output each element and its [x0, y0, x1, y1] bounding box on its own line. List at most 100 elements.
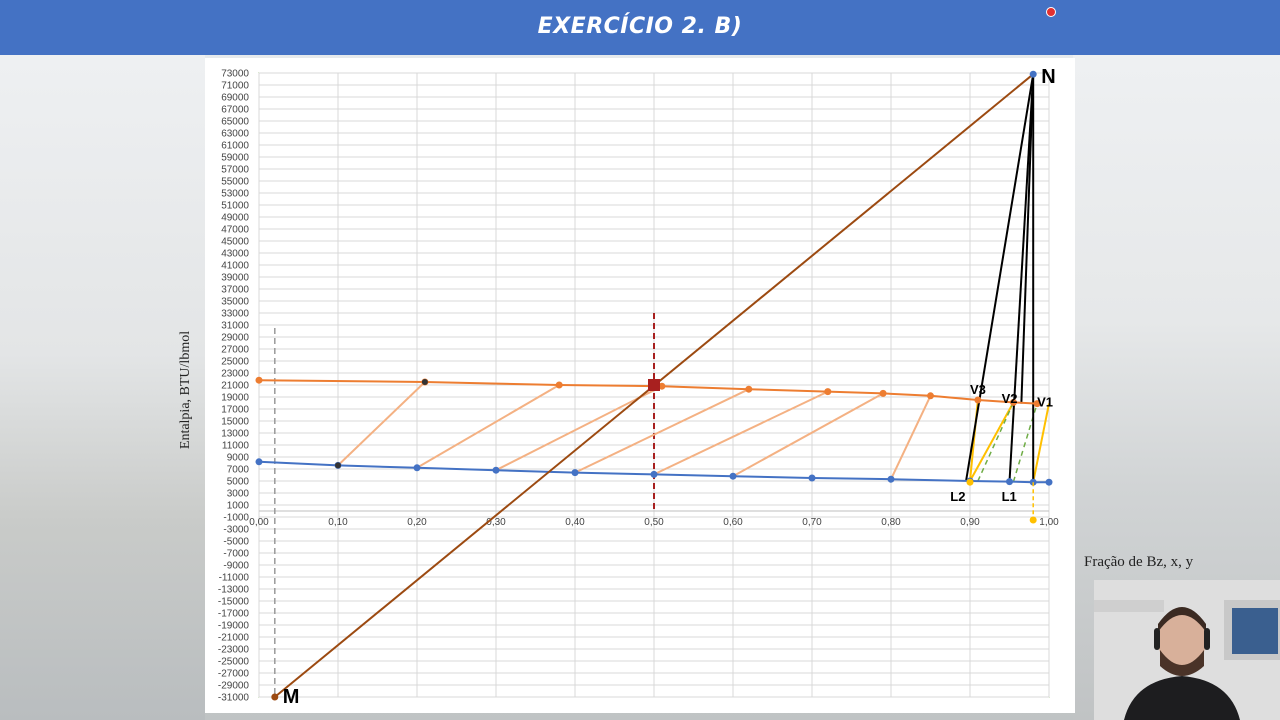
- saturated-liquid-point: [1045, 478, 1053, 486]
- x-tick-label: 0,30: [486, 517, 506, 528]
- y-tick-label: -15000: [218, 597, 250, 608]
- saturated-vapor-point: [658, 382, 666, 390]
- y-tick-label: 43000: [221, 249, 249, 260]
- tie-line: [969, 401, 1015, 482]
- y-tick-label: 17000: [221, 405, 249, 416]
- saturated-vapor-point: [745, 385, 753, 393]
- y-tick-label: 7000: [227, 465, 250, 476]
- annotation-v1: V1: [1037, 395, 1053, 410]
- y-tick-label: 13000: [221, 429, 249, 440]
- y-tick-label: 69000: [221, 93, 249, 104]
- x-axis-label: Fração de Bz, x, y: [1084, 554, 1194, 570]
- y-tick-label: 33000: [221, 309, 249, 320]
- saturated-liquid-point: [729, 472, 737, 480]
- y-tick-label: 3000: [227, 489, 250, 500]
- liquid-start-point: [335, 462, 341, 469]
- y-tick-label: 5000: [227, 477, 250, 488]
- y-tick-label: -21000: [218, 633, 250, 644]
- y-tick-label: 73000: [221, 69, 249, 80]
- point-label-m: M: [283, 686, 300, 708]
- construction-line: [1020, 74, 1035, 404]
- vapor-start-point: [421, 379, 428, 385]
- y-tick-label: -9000: [223, 561, 249, 572]
- x-tick-label: 1,00: [1039, 517, 1059, 528]
- y-tick-label: 65000: [221, 117, 249, 128]
- saturated-liquid-point: [1006, 478, 1013, 486]
- y-tick-label: 61000: [221, 141, 249, 152]
- tie-line: [890, 395, 932, 480]
- y-tick-label: 59000: [221, 153, 249, 164]
- saturated-vapor-point: [824, 388, 832, 396]
- y-tick-label: 53000: [221, 189, 249, 200]
- presenter-video-icon: [1094, 580, 1280, 720]
- y-tick-label: 39000: [221, 273, 249, 284]
- y-tick-label: 23000: [221, 369, 249, 380]
- x-tick-label: 0,50: [644, 517, 664, 528]
- y-tick-label: -1000: [223, 513, 249, 524]
- feed-point-marker: [648, 379, 660, 391]
- record-indicator-icon: [1046, 7, 1056, 17]
- y-tick-label: 35000: [221, 297, 249, 308]
- saturated-vapor-point: [255, 376, 263, 384]
- point-m: [271, 693, 279, 701]
- y-tick-label: -25000: [218, 657, 250, 668]
- saturated-liquid-point: [887, 475, 895, 483]
- construction-line: [1008, 74, 1035, 482]
- x-tick-label: 0,20: [407, 517, 427, 528]
- y-tick-label: 19000: [221, 393, 249, 404]
- tie-line: [574, 388, 750, 474]
- tie-line: [1032, 403, 1050, 483]
- l2-point: [966, 478, 974, 486]
- tie-line: [495, 385, 663, 472]
- y-tick-label: -13000: [218, 585, 250, 596]
- x-tick-label: 0,10: [328, 517, 348, 528]
- y-tick-label: 63000: [221, 129, 249, 140]
- y-tick-label: 57000: [221, 165, 249, 176]
- y-tick-label: -23000: [218, 645, 250, 656]
- y-tick-label: -31000: [218, 693, 250, 704]
- saturated-vapor-point: [1009, 398, 1017, 406]
- point-n: [1029, 70, 1037, 78]
- y-tick-label: 41000: [221, 261, 249, 272]
- webcam-overlay: [1094, 580, 1280, 720]
- y-tick-label: 25000: [221, 357, 249, 368]
- x-tick-label: 0,90: [960, 517, 980, 528]
- tie-line: [732, 392, 884, 478]
- x-tick-label: 0,00: [249, 517, 269, 528]
- y-tick-label: 67000: [221, 105, 249, 116]
- y-tick-label: 9000: [227, 453, 250, 464]
- point-label-n: N: [1041, 66, 1055, 88]
- slide-title: EXERCÍCIO 2. B): [537, 14, 743, 39]
- annotation-v2: V2: [1002, 391, 1018, 406]
- tie-line: [337, 381, 426, 467]
- annotation-l2: L2: [950, 489, 965, 504]
- y-tick-label: 11000: [222, 441, 250, 452]
- x-tick-label: 0,80: [881, 517, 901, 528]
- saturated-liquid-point: [413, 464, 421, 472]
- y-tick-label: 27000: [221, 345, 249, 356]
- y-tick-label: -3000: [223, 525, 249, 536]
- y-tick-label: 47000: [221, 225, 249, 236]
- y-tick-label: -29000: [218, 681, 250, 692]
- saturated-liquid-point: [255, 458, 263, 466]
- saturated-liquid-point: [808, 474, 816, 482]
- saturated-vapor-point: [927, 392, 934, 400]
- x-tick-label: 0,70: [802, 517, 822, 528]
- saturated-vapor-point: [879, 389, 887, 397]
- y-tick-label: 31000: [221, 321, 249, 332]
- y-tick-label: 37000: [221, 285, 249, 296]
- y-tick-label: 71000: [221, 81, 249, 92]
- tie-line: [416, 384, 560, 469]
- y-tick-label: -5000: [223, 537, 249, 548]
- saturated-vapor-point: [555, 381, 563, 389]
- saturated-vapor-point: [1033, 400, 1041, 408]
- saturated-liquid-point: [571, 469, 579, 477]
- saturated-liquid-point: [650, 470, 658, 478]
- construction-line: [965, 74, 1035, 482]
- y-tick-label: 49000: [221, 213, 249, 224]
- y-tick-label: 51000: [221, 201, 249, 212]
- y-tick-label: 29000: [221, 333, 249, 344]
- y-tick-label: -17000: [218, 609, 250, 620]
- saturated-liquid-point: [492, 466, 500, 474]
